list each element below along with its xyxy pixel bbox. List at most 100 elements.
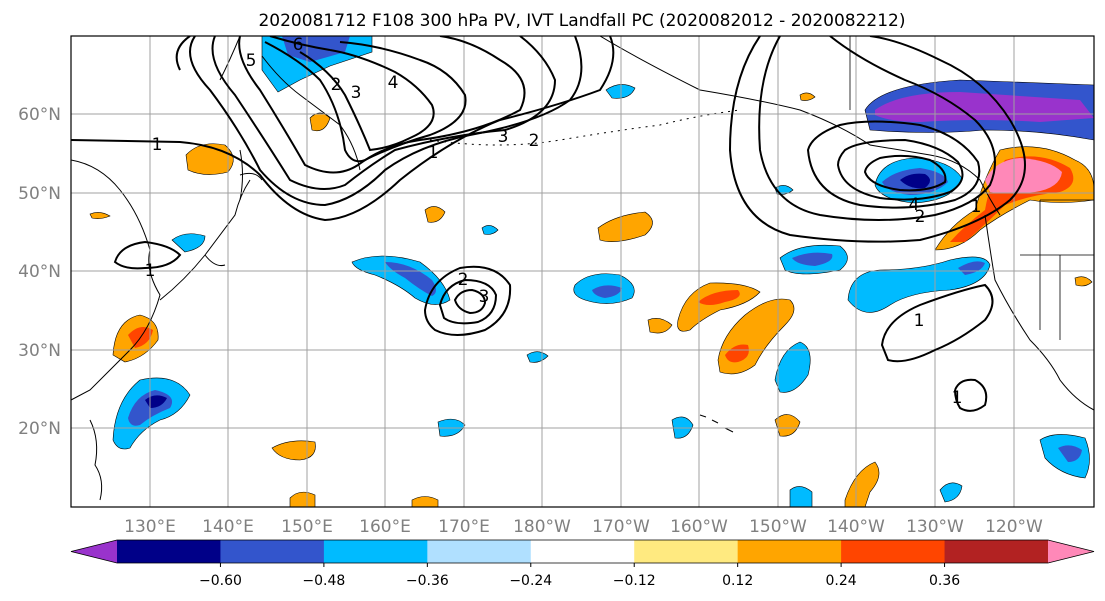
contour-west-7: [175, 36, 331, 71]
colorbar-tick-label: 0.12: [722, 573, 753, 589]
contour-west-3: [211, 36, 557, 190]
lon-label: 170°W: [592, 517, 650, 537]
colorbar-tick-label: −0.36: [406, 573, 449, 589]
contour-label: 1: [952, 388, 963, 408]
contour-label: 2: [458, 270, 469, 290]
colorbar-tick-label: −0.12: [613, 573, 656, 589]
neg-blob-kamchatka-core: [282, 36, 350, 62]
lat-label: 60°N: [18, 105, 61, 125]
contour-east-3: [806, 120, 981, 209]
map-content: 1 2 3 4 5 6 1 2 3 1 2 3 1 2 4 1 1: [71, 35, 1094, 507]
colorbar-swatch: [737, 540, 842, 563]
pos-blob-small-f: [774, 414, 801, 437]
neg-blob-ne-pac-core: [792, 252, 833, 266]
contour-west-1: [71, 36, 615, 222]
asia-coast: [71, 159, 161, 401]
colorbar-tick-label: −0.48: [302, 573, 345, 589]
pos-blob-small-j: [799, 92, 816, 101]
lon-label: 150°E: [281, 517, 333, 537]
colorbar-swatch: [427, 540, 532, 563]
pos-blob-small-h: [1074, 276, 1093, 287]
contour-label: 2: [529, 131, 540, 151]
contour-label: 4: [909, 195, 920, 215]
philippines: [89, 419, 103, 501]
lat-label: 40°N: [18, 262, 61, 282]
lon-label: 130°E: [124, 517, 176, 537]
colorbar-swatch: [220, 540, 325, 563]
lat-label: 20°N: [18, 419, 61, 439]
contour-label: 1: [971, 197, 982, 217]
neg-blob-midpac-core: [592, 285, 622, 298]
gridlines: [71, 36, 1094, 507]
lon-label: 150°W: [749, 517, 807, 537]
lon-label: 180°W: [513, 517, 571, 537]
colorbar-swatch: [841, 540, 946, 563]
lon-label: 160°W: [670, 517, 728, 537]
pos-blob-small-d: [289, 491, 316, 507]
contour-label: 3: [351, 83, 362, 103]
na-west-coast: [984, 214, 1094, 411]
contour-east-5: [863, 154, 947, 192]
neg-blob-east-core: [958, 261, 985, 275]
pos-blob-small-g: [844, 461, 880, 507]
latitude-labels: 60°N 50°N 40°N 30°N 20°N: [18, 105, 61, 439]
aleutians: [429, 109, 741, 146]
pos-blob-hk: [597, 211, 653, 242]
colorbar-swatch: [117, 540, 221, 563]
contour-label: 1: [145, 261, 156, 281]
colorbar-extend-high: [1048, 540, 1094, 563]
contour-label: 5: [246, 51, 257, 71]
colorbar: [70, 539, 1095, 564]
pos-blob-small-i: [89, 212, 111, 219]
neg-blob-baja-core: [1058, 445, 1082, 462]
colorbar-ticks: −0.60 −0.48 −0.36 −0.24 −0.12 0.12 0.24 0.36: [199, 563, 960, 589]
neg-blob-small4: [939, 482, 963, 503]
colorbar-swatch: [530, 540, 635, 563]
neg-blob-japan: [171, 233, 206, 253]
pos-blob-small-c: [271, 440, 316, 461]
neg-blob-small6: [481, 225, 499, 235]
contour-label: 1: [152, 135, 163, 155]
pos-blob-small-b: [647, 318, 673, 334]
lon-label: 170°E: [438, 517, 490, 537]
colorbar-outline: [70, 539, 1095, 564]
pos-blob-midpac-b-red: [725, 344, 749, 363]
pos-blob-midpac-a-red: [698, 290, 740, 305]
colorbar-swatch: [634, 540, 739, 563]
lat-label: 30°N: [18, 341, 61, 361]
contour-west-6: [299, 49, 435, 152]
neg-blob-subtrop: [774, 341, 811, 393]
lon-label: 160°E: [359, 517, 411, 537]
contour-japan: [113, 240, 182, 270]
contour-label: 2: [915, 207, 926, 227]
lon-label: 120°W: [985, 517, 1043, 537]
contour-east-4: [836, 138, 964, 201]
lon-label: 130°W: [906, 517, 964, 537]
longitude-labels: 130°E 140°E 150°E 160°E 170°E 180°W 170°…: [124, 517, 1043, 537]
colorbar-swatch: [323, 540, 428, 563]
pos-blob-small-a: [424, 206, 446, 223]
contour-label: 2: [331, 75, 342, 95]
contour-label: 3: [498, 127, 509, 147]
map-title: 2020081712 F108 300 hPa PV, IVT Landfall…: [258, 11, 905, 31]
contour-label: 3: [479, 287, 490, 307]
contour-east-1: [728, 36, 1026, 243]
contour-central-1: [423, 265, 512, 336]
neg-blob-small5: [526, 351, 549, 363]
colorbar-extend-low: [71, 540, 117, 563]
lon-label: 140°W: [827, 517, 885, 537]
contour-label: 6: [293, 35, 304, 55]
lat-label: 50°N: [18, 184, 61, 204]
contour-label: 4: [388, 73, 399, 93]
contour-central-3: [453, 288, 487, 315]
pos-blob-small-e: [411, 496, 439, 507]
neg-blob-small3: [789, 486, 813, 507]
na-state-lines: [1020, 199, 1094, 340]
contour-labels: 1 2 3 4 5 6 1 2 3 1 2 3 1 2 4 1 1: [145, 35, 982, 408]
colorbar-tick-label: −0.60: [199, 573, 242, 589]
contour-central-2: [438, 278, 498, 325]
hawaii: [699, 414, 734, 433]
borders: [849, 36, 1094, 340]
contour-west-2: [189, 36, 583, 207]
neg-blob-gulf-inner: [900, 173, 930, 189]
